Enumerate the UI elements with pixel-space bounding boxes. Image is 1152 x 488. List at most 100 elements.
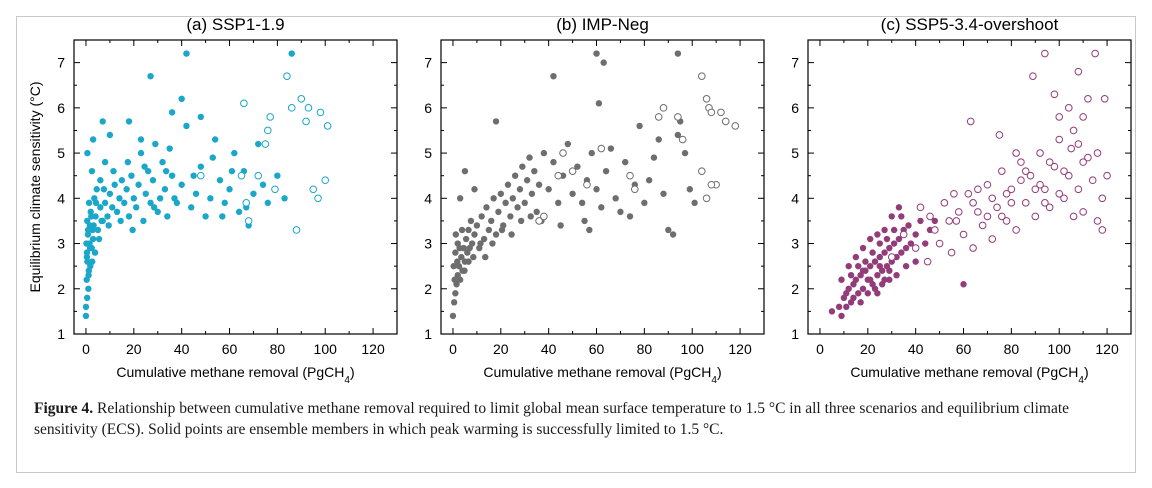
data-point-open-a <box>271 185 279 194</box>
data-point-solid-a <box>129 226 136 234</box>
y-tick-label-c: 3 <box>791 236 799 252</box>
data-point-open-c <box>964 189 973 198</box>
data-point-open-c <box>974 185 982 194</box>
data-point-solid-a <box>111 181 118 188</box>
data-point-solid-a <box>118 177 126 184</box>
data-point-solid-a <box>161 186 169 193</box>
data-point-solid-a <box>83 249 91 256</box>
data-point-open-a <box>304 104 313 112</box>
data-point-solid-b <box>586 226 593 234</box>
data-point-solid-b <box>617 208 624 216</box>
data-point-open-c <box>969 244 977 252</box>
data-point-solid-a <box>88 167 96 175</box>
data-point-solid-c <box>838 276 845 283</box>
data-point-solid-b <box>660 190 667 197</box>
data-point-open-c <box>1012 149 1020 157</box>
data-point-solid-c <box>883 235 891 243</box>
data-point-solid-a <box>207 195 214 202</box>
data-point-open-c <box>940 199 949 207</box>
data-point-solid-b <box>480 235 488 243</box>
data-point-solid-b <box>578 199 586 207</box>
data-point-solid-c <box>898 249 905 256</box>
data-point-solid-b <box>602 167 610 175</box>
data-point-solid-a <box>154 208 161 216</box>
data-point-solid-b <box>674 50 682 57</box>
data-point-solid-b <box>519 163 526 170</box>
data-point-open-b <box>631 185 639 194</box>
data-point-solid-b <box>471 186 478 193</box>
data-point-solid-c <box>845 262 852 270</box>
data-point-open-a <box>283 72 291 80</box>
data-point-solid-c <box>835 303 843 311</box>
data-point-open-c <box>1055 113 1064 121</box>
data-point-solid-a <box>288 50 295 57</box>
caption-label: Figure 4. <box>34 400 94 417</box>
data-point-solid-a <box>183 122 190 130</box>
data-point-solid-b <box>681 149 689 157</box>
data-point-open-c <box>1050 90 1059 99</box>
y-tick-label-b: 5 <box>424 145 432 161</box>
data-point-open-c <box>1067 144 1075 153</box>
data-point-solid-b <box>468 240 476 247</box>
data-point-solid-a <box>89 235 97 243</box>
data-point-solid-c <box>876 262 883 270</box>
data-point-open-c <box>1029 72 1037 80</box>
data-point-open-c <box>969 199 977 207</box>
data-point-solid-c <box>869 249 876 256</box>
data-point-solid-a <box>209 154 216 161</box>
data-point-open-a <box>287 104 296 112</box>
data-point-solid-b <box>516 186 524 193</box>
data-point-solid-c <box>828 308 836 315</box>
data-point-solid-c <box>881 249 888 256</box>
x-tick-label-c: 20 <box>860 341 876 357</box>
data-point-open-a <box>297 95 306 103</box>
data-point-solid-b <box>526 154 533 161</box>
data-point-solid-a <box>99 118 106 125</box>
data-point-solid-c <box>838 312 845 320</box>
data-point-solid-c <box>886 244 893 252</box>
data-point-solid-c <box>867 235 874 243</box>
data-point-solid-a <box>274 172 281 179</box>
data-point-open-c <box>978 221 987 230</box>
data-point-open-c <box>1007 199 1016 207</box>
data-point-solid-c <box>864 290 872 297</box>
data-point-solid-b <box>555 199 562 207</box>
data-point-solid-a <box>221 199 228 207</box>
data-point-open-c <box>993 203 1001 212</box>
x-tick-label-b: 0 <box>449 341 457 357</box>
x-tick-label-a: 0 <box>82 341 90 357</box>
data-point-solid-c <box>852 276 860 283</box>
data-point-open-c <box>1084 95 1092 103</box>
data-point-solid-b <box>655 136 662 143</box>
data-point-solid-b <box>641 199 648 207</box>
data-point-solid-b <box>454 258 461 265</box>
data-point-solid-c <box>845 285 852 292</box>
data-point-solid-c <box>898 213 905 220</box>
data-point-solid-b <box>456 195 464 202</box>
data-point-solid-c <box>960 281 967 288</box>
data-point-solid-a <box>98 217 105 225</box>
data-point-solid-a <box>178 95 185 103</box>
data-point-solid-a <box>82 312 90 320</box>
data-point-solid-c <box>922 240 929 247</box>
data-point-solid-c <box>867 262 874 270</box>
data-point-solid-a <box>109 204 116 211</box>
data-point-open-a <box>244 217 253 225</box>
data-point-solid-a <box>137 149 145 157</box>
data-point-open-b <box>674 113 682 121</box>
data-point-solid-a <box>168 109 176 116</box>
data-point-solid-b <box>574 163 581 170</box>
data-point-solid-a <box>92 199 100 207</box>
data-point-open-c <box>959 230 968 239</box>
data-point-solid-a <box>86 244 94 252</box>
data-point-open-c <box>995 131 1004 139</box>
data-point-solid-c <box>886 267 893 274</box>
data-point-solid-b <box>514 204 521 211</box>
data-point-open-c <box>974 208 982 216</box>
figure-border <box>16 16 1136 473</box>
data-point-open-b <box>583 180 591 189</box>
x-tick-label-c: 100 <box>1048 341 1072 357</box>
data-point-solid-b <box>665 226 672 234</box>
data-point-solid-b <box>507 213 514 220</box>
data-point-solid-c <box>917 217 924 225</box>
